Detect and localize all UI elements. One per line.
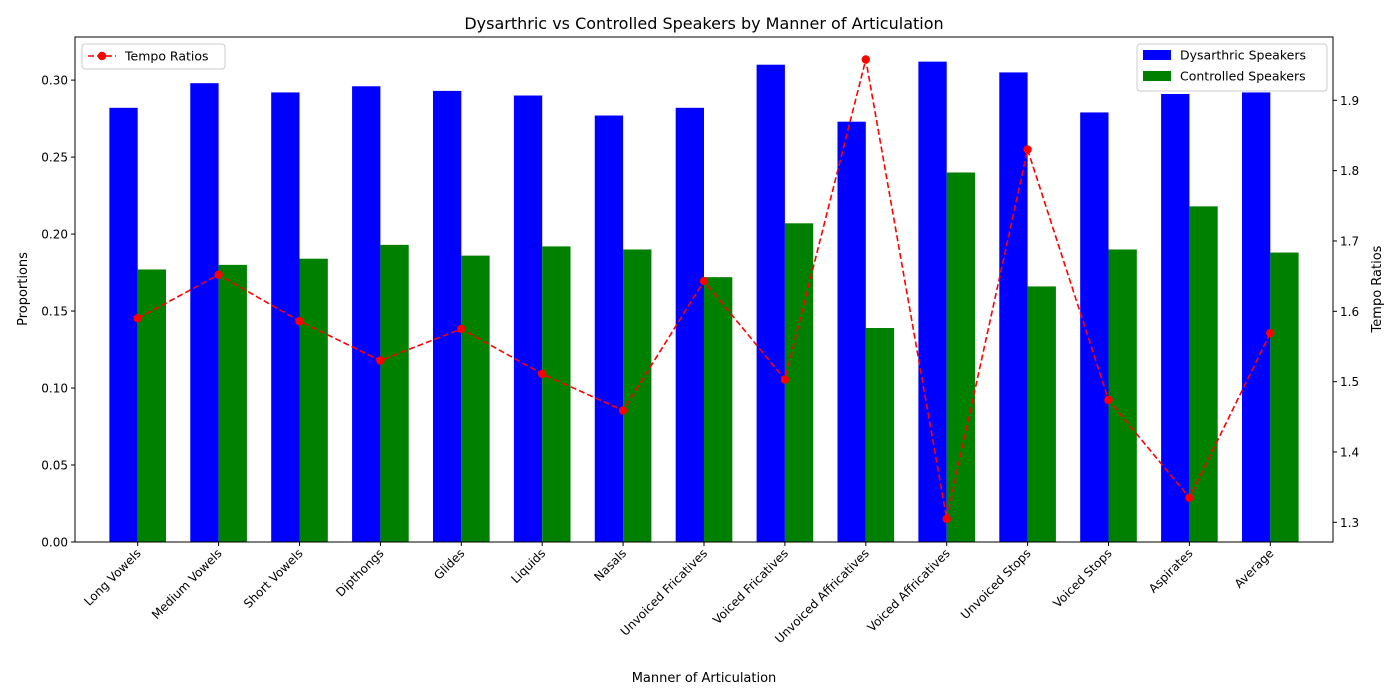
legend-right <box>1136 43 1328 92</box>
x-tick-label: Voiced Affricatives <box>865 546 953 634</box>
bar-dysarthric <box>271 92 300 543</box>
legend-left <box>81 43 226 70</box>
bar-dysarthric <box>594 115 624 543</box>
legend-tempo-marker <box>97 51 107 61</box>
y-axis-label: Proportions <box>16 252 31 326</box>
x-tick-label: Short Vowels <box>241 546 306 611</box>
tempo-ratio-point <box>699 276 709 286</box>
bar-dysarthric <box>1161 93 1190 542</box>
legend-tempo-label: Tempo Ratios <box>124 49 209 64</box>
x-tick-label: Voiced Stops <box>1050 546 1114 610</box>
bar-dysarthric <box>432 90 462 542</box>
y-tick-label: 0.00 <box>41 536 68 550</box>
bar-controlled <box>542 246 571 542</box>
y-tick-label: 0.30 <box>41 74 68 88</box>
y2-axis-label: Tempo Ratios <box>1370 245 1385 333</box>
bar-controlled <box>1108 249 1137 542</box>
bar-dysarthric <box>756 64 785 543</box>
tempo-ratio-point <box>457 324 466 334</box>
y2-tick-label: 1.5 <box>1340 375 1359 389</box>
tempo-ratio-point <box>1104 395 1113 405</box>
bar-dysarthric <box>190 83 219 542</box>
bar-controlled <box>784 223 814 543</box>
tempo-ratio-point <box>538 369 547 379</box>
y2-tick-label: 1.8 <box>1340 164 1359 178</box>
x-tick-label: Unvoiced Stops <box>958 546 1034 622</box>
x-tick-label: Dipthongs <box>333 546 386 599</box>
y2-tick-label: 1.9 <box>1340 94 1359 108</box>
bar-controlled <box>865 327 895 542</box>
legend-controlled-label: Controlled Speakers <box>1180 69 1306 84</box>
bar-controlled <box>1027 286 1056 542</box>
bar-controlled <box>299 258 328 542</box>
x-tick-label: Long Vowels <box>81 546 143 608</box>
bar-dysarthric <box>837 121 866 543</box>
x-tick-label: Unvoiced Affricatives <box>772 546 872 646</box>
legend-dysarthric-label: Dysarthric Speakers <box>1180 48 1306 63</box>
x-axis-label: Manner of Articulation <box>632 671 777 686</box>
bar-dysarthric <box>1080 112 1109 542</box>
bar-dysarthric <box>513 95 543 542</box>
y-tick-label: 0.05 <box>41 459 68 473</box>
x-tick-label: Aspirates <box>1146 546 1196 596</box>
tempo-ratio-point <box>133 314 142 323</box>
chart-title: Dysarthric vs Controlled Speakers by Man… <box>464 14 943 33</box>
tempo-ratio-point <box>1185 493 1194 502</box>
bar-dysarthric <box>918 61 947 542</box>
x-tick-label: Average <box>1232 546 1277 591</box>
x-tick-label: Glides <box>431 546 467 582</box>
bar-controlled <box>461 255 490 542</box>
y2-tick-label: 1.3 <box>1340 516 1359 530</box>
x-tick-label: Voiced Fricatives <box>710 546 791 627</box>
x-tick-label: Liquids <box>508 546 548 586</box>
bar-controlled <box>218 264 247 542</box>
tempo-ratio-point <box>861 55 870 64</box>
bar-controlled <box>380 244 409 542</box>
y2-tick-label: 1.6 <box>1340 305 1359 319</box>
tempo-ratio-point <box>214 270 223 279</box>
bar-controlled <box>1270 252 1299 543</box>
bar-controlled <box>1189 206 1218 543</box>
legend-dysarthric-swatch <box>1143 50 1171 60</box>
tempo-ratio-point <box>1266 328 1275 338</box>
tempo-ratio-point <box>376 356 385 365</box>
tempo-ratio-point <box>942 514 951 523</box>
x-tick-label: Nasals <box>591 546 629 584</box>
x-tick-label: Medium Vowels <box>149 546 225 622</box>
y2-tick-label: 1.4 <box>1340 445 1359 459</box>
tempo-ratio-point <box>295 316 304 326</box>
bar-dysarthric <box>352 86 381 543</box>
tempo-ratio-point <box>780 375 790 384</box>
bar-dysarthric <box>999 72 1028 542</box>
legend-controlled-swatch <box>1143 71 1171 81</box>
bar-controlled <box>137 269 167 542</box>
x-tick-label: Unvoiced Fricatives <box>618 546 710 638</box>
bar-controlled <box>623 249 652 542</box>
tempo-ratio-point <box>618 406 628 415</box>
y-tick-label: 0.15 <box>41 305 68 319</box>
bar-dysarthric <box>109 107 138 542</box>
bar-dysarthric <box>675 107 704 542</box>
y2-tick-label: 1.7 <box>1340 234 1359 248</box>
y-tick-label: 0.10 <box>41 382 68 396</box>
tempo-ratio-point <box>1023 145 1032 154</box>
bar-dysarthric <box>1241 92 1271 543</box>
bar-controlled <box>704 277 733 542</box>
y-tick-label: 0.20 <box>41 228 68 242</box>
bar-controlled <box>946 172 976 543</box>
y-tick-label: 0.25 <box>41 151 68 165</box>
